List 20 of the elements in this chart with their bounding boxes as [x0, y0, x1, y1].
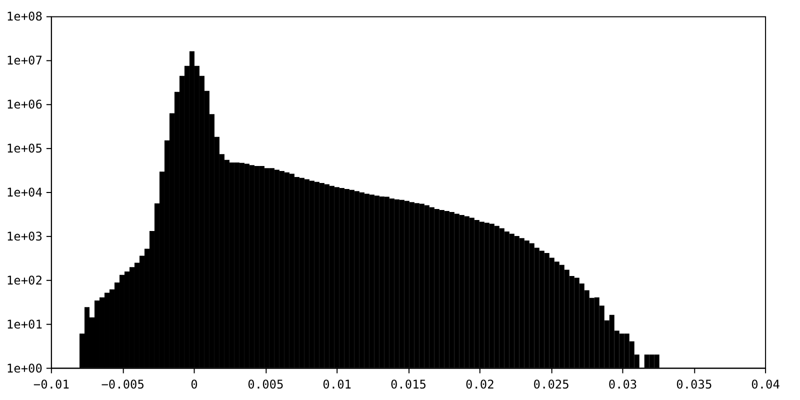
x-tick-label: 0: [190, 377, 198, 392]
x-tick-label: 0.01: [322, 377, 352, 392]
x-tick-label: 0.005: [248, 377, 284, 392]
y-tick-label: 1e+08: [6, 10, 42, 24]
y-tick-label: 1e+04: [6, 186, 42, 200]
x-tick-label: 0.03: [608, 377, 638, 392]
x-tick-label: 0.035: [676, 377, 712, 392]
y-tick-label: 1e+02: [6, 273, 42, 288]
y-tick-label: 1e+07: [6, 54, 42, 68]
y-tick-label: 1e+05: [6, 142, 42, 156]
y-tick-label: 1e+00: [6, 361, 42, 376]
x-tick-label: −0.005: [101, 377, 144, 392]
x-tick-label: 0.02: [465, 377, 494, 392]
y-tick-label: 1e+03: [6, 229, 42, 244]
x-tick-label: 0.025: [533, 377, 570, 392]
y-tick-label: 1e+01: [6, 317, 42, 332]
x-tick-label: 0.015: [390, 377, 427, 392]
x-tick-label: 0.04: [751, 377, 780, 392]
x-tick-label: −0.01: [33, 377, 70, 392]
y-tick-label: 1e+06: [6, 98, 42, 112]
